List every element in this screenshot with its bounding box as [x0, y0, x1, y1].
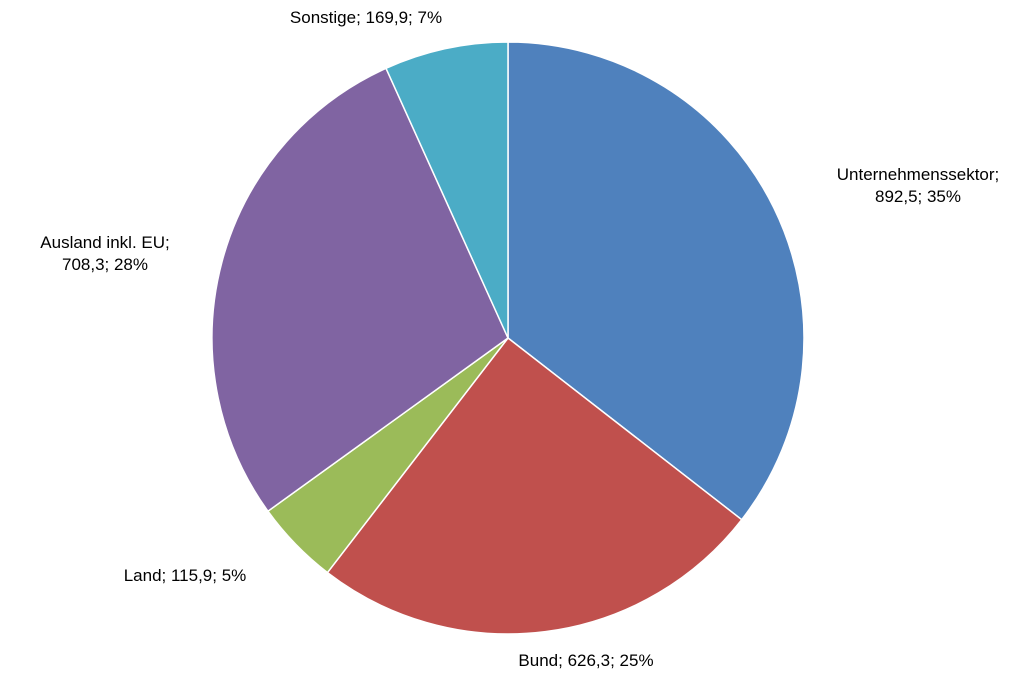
pie-slice	[326, 336, 743, 635]
data-label: Land; 115,9; 5%	[123, 566, 247, 585]
data-label: Ausland inkl. EU; 708,3; 28%	[40, 233, 170, 274]
data-label: Sonstige; 169,9; 7%	[289, 8, 443, 27]
pie-slice	[211, 67, 509, 513]
data-label: Unternehmenssektor; 892,5; 35%	[836, 165, 1000, 206]
data-label: Bund; 626,3; 25%	[518, 651, 654, 670]
pie-slice	[507, 41, 805, 521]
pie-slice	[385, 41, 509, 339]
